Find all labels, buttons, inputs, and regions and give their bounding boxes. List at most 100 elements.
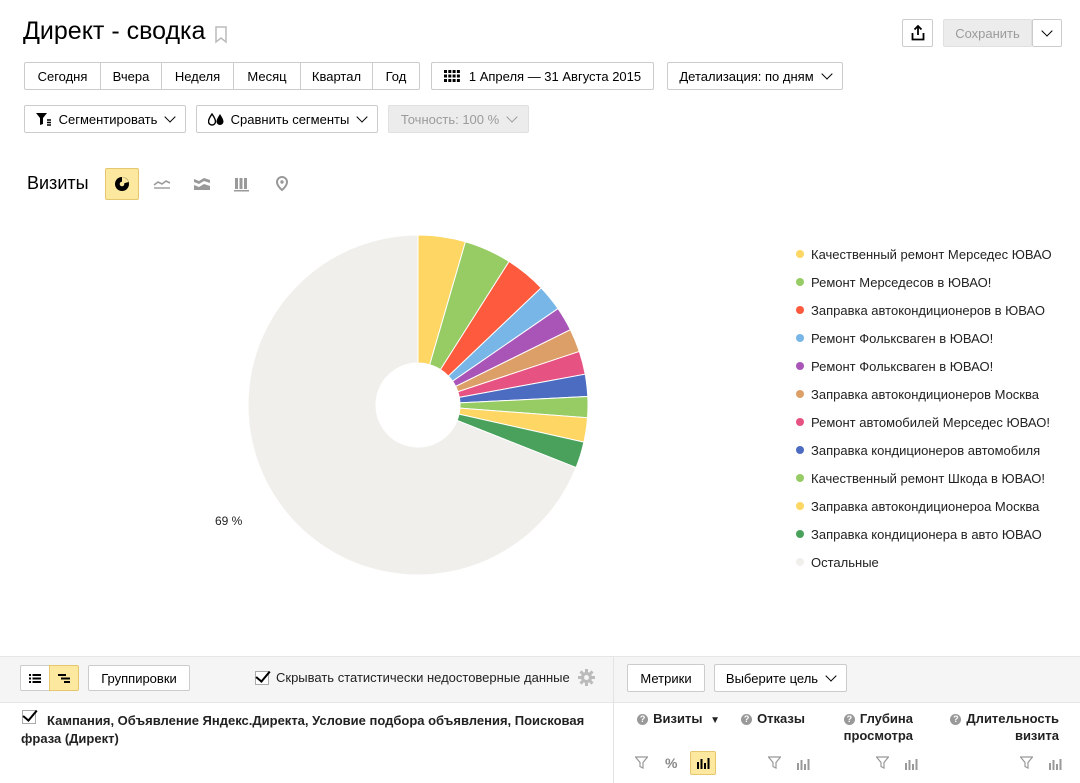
chevron-down-icon [506, 111, 518, 123]
legend-marker [796, 278, 804, 286]
legend-item[interactable]: Ремонт Фольксваген в ЮВАО! [796, 329, 993, 347]
period-week[interactable]: Неделя [161, 62, 234, 90]
legend-item[interactable]: Заправка автокондиционеров Москва [796, 385, 1039, 403]
chevron-down-icon [825, 670, 837, 682]
metrics-button[interactable]: Метрики [627, 664, 705, 692]
filter-icon[interactable] [767, 756, 782, 774]
tree-icon [58, 673, 70, 683]
legend-item[interactable]: Качественный ремонт Мерседес ЮВАО [796, 245, 1052, 263]
segment-dropdown[interactable]: Сегментировать [24, 105, 186, 133]
share-button[interactable] [902, 19, 933, 47]
bars-icon [696, 757, 709, 769]
legend-marker [796, 306, 804, 314]
chart-type-pie[interactable] [105, 168, 139, 200]
legend-marker [796, 418, 804, 426]
compare-dropdown[interactable]: Сравнить сегменты [196, 105, 378, 133]
page-title: Директ - сводка [23, 17, 206, 45]
legend-item[interactable]: Заправка кондиционера в авто ЮВАО [796, 525, 1042, 543]
chevron-down-icon [164, 111, 177, 123]
legend-item[interactable]: Ремонт автомобилей Мерседес ЮВАО! [796, 413, 1050, 431]
filter-icon[interactable] [634, 756, 649, 774]
compare-drops-icon [207, 112, 224, 126]
bookmark-icon[interactable] [214, 26, 228, 49]
legend-marker [796, 362, 804, 370]
bar-chart-icon [234, 177, 249, 191]
save-button[interactable]: Сохранить [943, 19, 1032, 47]
legend-label: Остальные [811, 554, 879, 570]
chart-type-bar[interactable] [225, 168, 259, 200]
chevron-down-icon [820, 68, 833, 80]
help-icon[interactable]: ? [950, 714, 962, 725]
legend-marker [796, 250, 804, 258]
bars-icon[interactable] [1049, 757, 1062, 775]
column-visits[interactable]: ? Визиты ▼ [620, 710, 720, 729]
hide-unreliable-label: Скрывать статистически недостоверные дан… [276, 670, 570, 685]
accuracy-dropdown[interactable]: Точность: 100 % [388, 105, 529, 133]
area-chart-icon [194, 178, 210, 190]
gear-icon[interactable] [578, 669, 595, 691]
legend-marker [796, 334, 804, 342]
legend-item[interactable]: Заправка автокондиционероа Москва [796, 497, 1039, 515]
period-today[interactable]: Сегодня [24, 62, 101, 90]
legend-item[interactable]: Остальные [796, 553, 879, 571]
legend-label: Качественный ремонт Шкода в ЮВАО! [811, 470, 1046, 486]
chevron-down-icon [1041, 25, 1053, 37]
view-list-button[interactable] [20, 665, 50, 691]
list-icon [29, 673, 41, 683]
accuracy-label: Точность: 100 % [400, 111, 500, 127]
groupings-button[interactable]: Группировки [88, 665, 190, 691]
period-yesterday[interactable]: Вчера [100, 62, 162, 90]
pie-chart-icon [115, 177, 129, 191]
date-range-button[interactable]: 1 Апреля — 31 Августа 2015 [431, 62, 654, 90]
chevron-down-icon [356, 111, 368, 123]
period-month[interactable]: Месяц [233, 62, 301, 90]
bar-toggle-active[interactable] [690, 751, 716, 775]
column-duration[interactable]: ? Длительность визита [930, 710, 1059, 744]
legend-marker [796, 530, 804, 538]
dimension-checkbox[interactable] [22, 710, 36, 724]
filter-icon [35, 112, 51, 126]
column-bounces[interactable]: ? Отказы [720, 710, 805, 727]
legend-item[interactable]: Заправка кондиционеров автомобиля [796, 441, 1040, 459]
compare-label: Сравнить сегменты [230, 111, 350, 127]
column-depth[interactable]: ? Глубина просмотра [815, 710, 913, 744]
filter-icon[interactable] [1019, 756, 1034, 774]
bars-icon[interactable] [797, 757, 810, 775]
help-icon[interactable]: ? [741, 714, 753, 725]
share-icon [911, 25, 924, 41]
column-duration-label: Длительность [966, 711, 1059, 726]
period-quarter[interactable]: Квартал [300, 62, 373, 90]
bars-icon[interactable] [905, 757, 918, 775]
filter-icon[interactable] [875, 756, 890, 774]
legend-item[interactable]: Ремонт Фольксваген в ЮВАО! [796, 357, 993, 375]
chart-type-area[interactable] [185, 168, 219, 200]
legend-item[interactable]: Ремонт Мерседесов в ЮВАО! [796, 273, 991, 291]
view-tree-button[interactable] [49, 665, 79, 691]
chart-type-line[interactable] [145, 168, 179, 200]
column-visits-label: Визиты [653, 711, 703, 726]
toolbar-divider [613, 657, 614, 783]
chart-title: Визиты [27, 173, 89, 193]
legend-label: Ремонт автомобилей Мерседес ЮВАО! [811, 414, 1050, 430]
calendar-icon [443, 70, 460, 82]
chart-type-map[interactable] [265, 168, 299, 200]
hide-unreliable-checkbox[interactable] [255, 671, 269, 685]
column-bounces-label: Отказы [757, 711, 805, 726]
legend-label: Качественный ремонт Мерседес ЮВАО [811, 246, 1052, 262]
legend-item[interactable]: Заправка автокондиционеров в ЮВАО [796, 301, 1045, 319]
legend-marker [796, 502, 804, 510]
pie-slice-12[interactable] [247, 234, 577, 576]
period-year[interactable]: Год [372, 62, 420, 90]
legend-item[interactable]: Качественный ремонт Шкода в ЮВАО! [796, 469, 1045, 487]
legend-label: Заправка автокондиционеров Москва [811, 386, 1039, 402]
detail-dropdown[interactable]: Детализация: по дням [667, 62, 843, 90]
help-icon[interactable]: ? [637, 714, 649, 725]
save-menu-button[interactable] [1032, 19, 1062, 47]
legend-marker [796, 558, 804, 566]
goal-dropdown[interactable]: Выберите цель [714, 664, 847, 692]
legend-label: Заправка кондиционеров автомобиля [811, 442, 1041, 458]
help-icon[interactable]: ? [843, 714, 855, 725]
sort-desc-icon: ▼ [710, 715, 720, 726]
column-depth-label-2: просмотра [843, 728, 913, 743]
percent-toggle[interactable]: % [665, 755, 678, 771]
